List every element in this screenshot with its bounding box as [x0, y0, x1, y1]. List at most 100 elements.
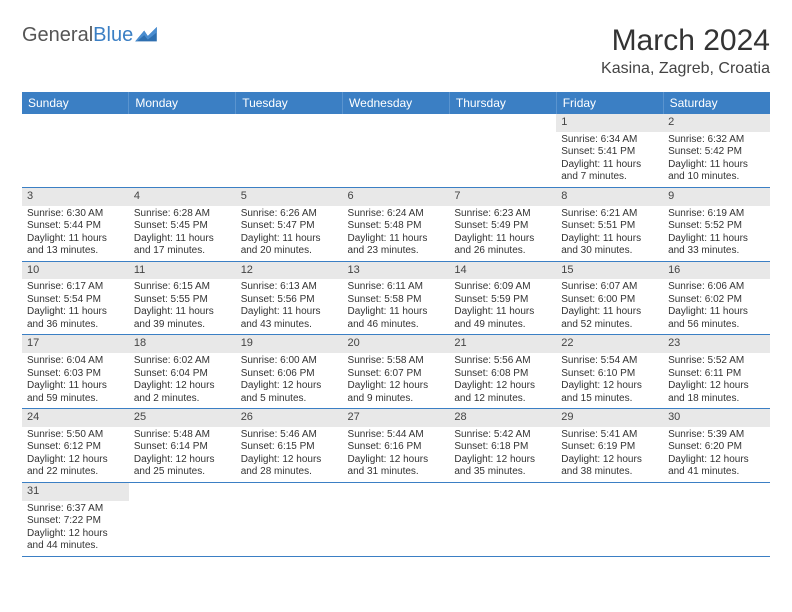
- calendar-cell: 9Sunrise: 6:19 AMSunset: 5:52 PMDaylight…: [663, 187, 770, 261]
- calendar-week-row: 31Sunrise: 6:37 AMSunset: 7:22 PMDayligh…: [22, 482, 770, 556]
- calendar-cell: 28Sunrise: 5:42 AMSunset: 6:18 PMDayligh…: [449, 409, 556, 483]
- calendar-cell: 18Sunrise: 6:02 AMSunset: 6:04 PMDayligh…: [129, 335, 236, 409]
- calendar-cell: 24Sunrise: 5:50 AMSunset: 6:12 PMDayligh…: [22, 409, 129, 483]
- day-detail: Sunrise: 6:07 AMSunset: 6:00 PMDaylight:…: [556, 279, 663, 334]
- calendar-week-row: 24Sunrise: 5:50 AMSunset: 6:12 PMDayligh…: [22, 409, 770, 483]
- brand-name: GeneralBlue: [22, 24, 133, 47]
- weekday-header: Wednesday: [343, 92, 450, 114]
- day-detail: Sunrise: 5:41 AMSunset: 6:19 PMDaylight:…: [556, 427, 663, 482]
- calendar-table: SundayMondayTuesdayWednesdayThursdayFrid…: [22, 92, 770, 557]
- weekday-header: Thursday: [449, 92, 556, 114]
- calendar-cell: 11Sunrise: 6:15 AMSunset: 5:55 PMDayligh…: [129, 261, 236, 335]
- day-number: 31: [22, 483, 129, 501]
- calendar-cell: [343, 114, 450, 187]
- day-detail: Sunrise: 6:34 AMSunset: 5:41 PMDaylight:…: [556, 132, 663, 187]
- calendar-cell: 22Sunrise: 5:54 AMSunset: 6:10 PMDayligh…: [556, 335, 663, 409]
- calendar-cell: 5Sunrise: 6:26 AMSunset: 5:47 PMDaylight…: [236, 187, 343, 261]
- calendar-cell: 14Sunrise: 6:09 AMSunset: 5:59 PMDayligh…: [449, 261, 556, 335]
- day-detail: Sunrise: 6:26 AMSunset: 5:47 PMDaylight:…: [236, 206, 343, 261]
- day-number: 8: [556, 188, 663, 206]
- day-detail: Sunrise: 6:28 AMSunset: 5:45 PMDaylight:…: [129, 206, 236, 261]
- day-number: 20: [343, 335, 450, 353]
- day-number: 18: [129, 335, 236, 353]
- calendar-cell: 1Sunrise: 6:34 AMSunset: 5:41 PMDaylight…: [556, 114, 663, 187]
- brand-name-a: General: [22, 24, 93, 46]
- day-number: 30: [663, 409, 770, 427]
- brand-name-b: Blue: [93, 24, 133, 46]
- calendar-cell: 17Sunrise: 6:04 AMSunset: 6:03 PMDayligh…: [22, 335, 129, 409]
- day-detail: Sunrise: 6:00 AMSunset: 6:06 PMDaylight:…: [236, 353, 343, 408]
- day-number: 15: [556, 262, 663, 280]
- day-detail: Sunrise: 6:21 AMSunset: 5:51 PMDaylight:…: [556, 206, 663, 261]
- day-detail: Sunrise: 5:58 AMSunset: 6:07 PMDaylight:…: [343, 353, 450, 408]
- day-number: 29: [556, 409, 663, 427]
- day-number: 17: [22, 335, 129, 353]
- calendar-cell: 20Sunrise: 5:58 AMSunset: 6:07 PMDayligh…: [343, 335, 450, 409]
- calendar-cell: 23Sunrise: 5:52 AMSunset: 6:11 PMDayligh…: [663, 335, 770, 409]
- calendar-cell: [236, 114, 343, 187]
- calendar-cell: [129, 482, 236, 556]
- day-detail: Sunrise: 6:17 AMSunset: 5:54 PMDaylight:…: [22, 279, 129, 334]
- calendar-cell: 21Sunrise: 5:56 AMSunset: 6:08 PMDayligh…: [449, 335, 556, 409]
- day-number: 7: [449, 188, 556, 206]
- brand-logo: GeneralBlue: [22, 24, 157, 47]
- day-number: 19: [236, 335, 343, 353]
- calendar-cell: 6Sunrise: 6:24 AMSunset: 5:48 PMDaylight…: [343, 187, 450, 261]
- calendar-cell: [663, 482, 770, 556]
- calendar-cell: 3Sunrise: 6:30 AMSunset: 5:44 PMDaylight…: [22, 187, 129, 261]
- day-number: 6: [343, 188, 450, 206]
- day-number: 28: [449, 409, 556, 427]
- day-detail: Sunrise: 5:39 AMSunset: 6:20 PMDaylight:…: [663, 427, 770, 482]
- day-detail: Sunrise: 6:32 AMSunset: 5:42 PMDaylight:…: [663, 132, 770, 187]
- day-detail: Sunrise: 5:46 AMSunset: 6:15 PMDaylight:…: [236, 427, 343, 482]
- weekday-header: Tuesday: [236, 92, 343, 114]
- day-number: 2: [663, 114, 770, 132]
- calendar-cell: 25Sunrise: 5:48 AMSunset: 6:14 PMDayligh…: [129, 409, 236, 483]
- day-number: 13: [343, 262, 450, 280]
- weekday-header: Friday: [556, 92, 663, 114]
- weekday-header: Monday: [129, 92, 236, 114]
- calendar-cell: 4Sunrise: 6:28 AMSunset: 5:45 PMDaylight…: [129, 187, 236, 261]
- day-detail: Sunrise: 5:48 AMSunset: 6:14 PMDaylight:…: [129, 427, 236, 482]
- day-number: 27: [343, 409, 450, 427]
- day-detail: Sunrise: 5:56 AMSunset: 6:08 PMDaylight:…: [449, 353, 556, 408]
- weekday-header: Saturday: [663, 92, 770, 114]
- day-number: 1: [556, 114, 663, 132]
- location-subtitle: Kasina, Zagreb, Croatia: [601, 60, 770, 78]
- calendar-cell: [449, 114, 556, 187]
- calendar-cell: 2Sunrise: 6:32 AMSunset: 5:42 PMDaylight…: [663, 114, 770, 187]
- calendar-week-row: 10Sunrise: 6:17 AMSunset: 5:54 PMDayligh…: [22, 261, 770, 335]
- day-detail: Sunrise: 6:30 AMSunset: 5:44 PMDaylight:…: [22, 206, 129, 261]
- day-number: 4: [129, 188, 236, 206]
- calendar-cell: [129, 114, 236, 187]
- day-detail: Sunrise: 5:42 AMSunset: 6:18 PMDaylight:…: [449, 427, 556, 482]
- calendar-cell: 19Sunrise: 6:00 AMSunset: 6:06 PMDayligh…: [236, 335, 343, 409]
- calendar-header-row: SundayMondayTuesdayWednesdayThursdayFrid…: [22, 92, 770, 114]
- calendar-cell: 16Sunrise: 6:06 AMSunset: 6:02 PMDayligh…: [663, 261, 770, 335]
- day-detail: Sunrise: 6:02 AMSunset: 6:04 PMDaylight:…: [129, 353, 236, 408]
- calendar-cell: [236, 482, 343, 556]
- day-number: 10: [22, 262, 129, 280]
- day-detail: Sunrise: 6:13 AMSunset: 5:56 PMDaylight:…: [236, 279, 343, 334]
- calendar-cell: 27Sunrise: 5:44 AMSunset: 6:16 PMDayligh…: [343, 409, 450, 483]
- day-detail: Sunrise: 6:11 AMSunset: 5:58 PMDaylight:…: [343, 279, 450, 334]
- calendar-week-row: 1Sunrise: 6:34 AMSunset: 5:41 PMDaylight…: [22, 114, 770, 187]
- calendar-cell: 13Sunrise: 6:11 AMSunset: 5:58 PMDayligh…: [343, 261, 450, 335]
- calendar-body: 1Sunrise: 6:34 AMSunset: 5:41 PMDaylight…: [22, 114, 770, 556]
- calendar-cell: 31Sunrise: 6:37 AMSunset: 7:22 PMDayligh…: [22, 482, 129, 556]
- day-detail: Sunrise: 6:23 AMSunset: 5:49 PMDaylight:…: [449, 206, 556, 261]
- day-number: 23: [663, 335, 770, 353]
- calendar-cell: [556, 482, 663, 556]
- calendar-cell: 12Sunrise: 6:13 AMSunset: 5:56 PMDayligh…: [236, 261, 343, 335]
- calendar-cell: [343, 482, 450, 556]
- day-number: 24: [22, 409, 129, 427]
- day-detail: Sunrise: 5:52 AMSunset: 6:11 PMDaylight:…: [663, 353, 770, 408]
- day-number: 11: [129, 262, 236, 280]
- day-number: 14: [449, 262, 556, 280]
- calendar-week-row: 17Sunrise: 6:04 AMSunset: 6:03 PMDayligh…: [22, 335, 770, 409]
- calendar-cell: 30Sunrise: 5:39 AMSunset: 6:20 PMDayligh…: [663, 409, 770, 483]
- day-detail: Sunrise: 6:15 AMSunset: 5:55 PMDaylight:…: [129, 279, 236, 334]
- calendar-cell: 7Sunrise: 6:23 AMSunset: 5:49 PMDaylight…: [449, 187, 556, 261]
- day-detail: Sunrise: 6:37 AMSunset: 7:22 PMDaylight:…: [22, 501, 129, 556]
- calendar-week-row: 3Sunrise: 6:30 AMSunset: 5:44 PMDaylight…: [22, 187, 770, 261]
